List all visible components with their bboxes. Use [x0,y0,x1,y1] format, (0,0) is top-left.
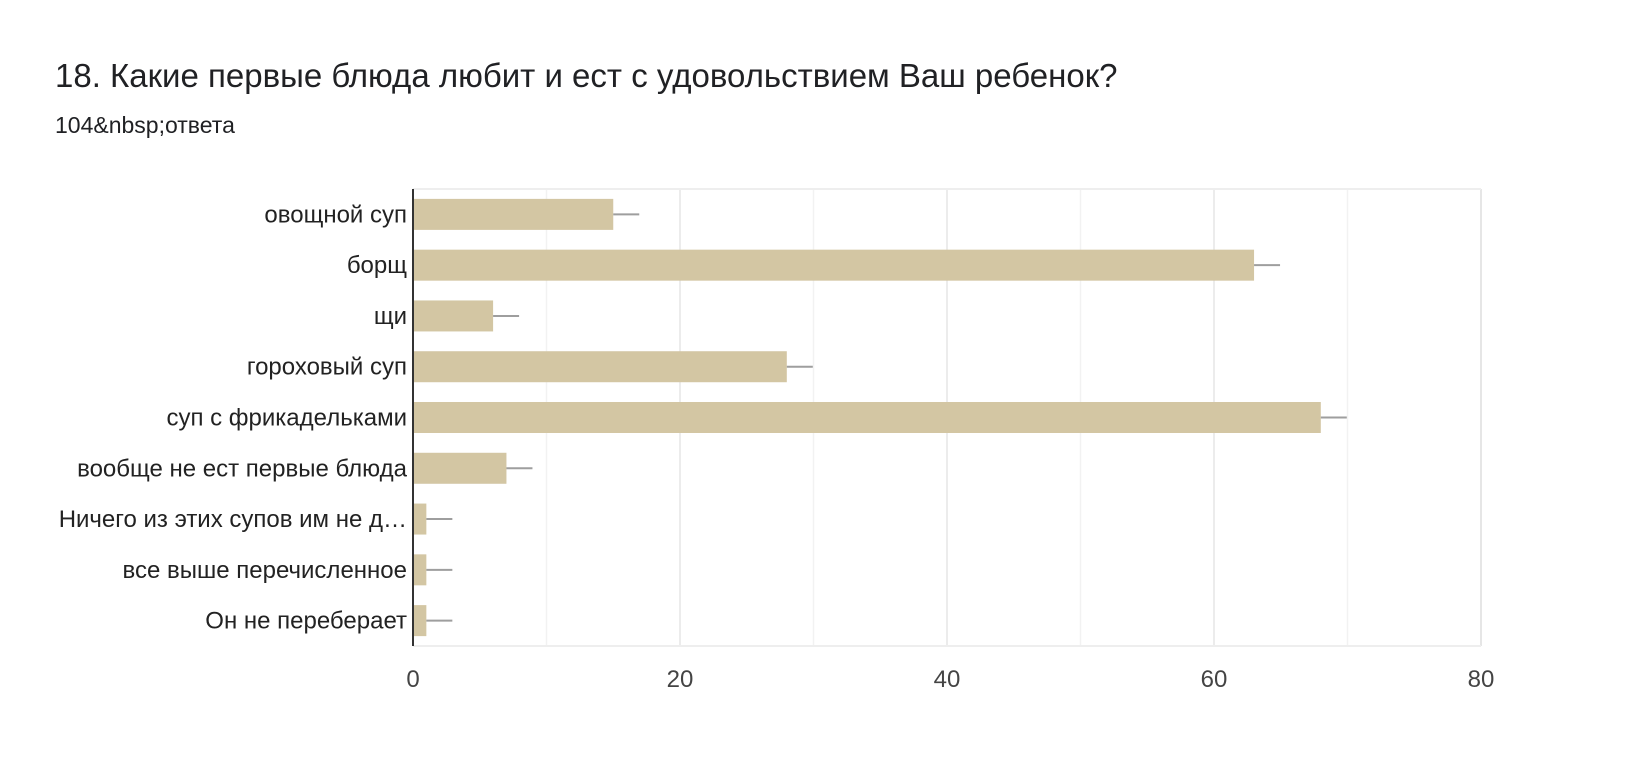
category-label: гороховый суп [247,354,407,381]
category-label: борщ [347,252,407,279]
bar [413,300,494,332]
category-label: вообще не ест первые блюда [77,455,408,482]
x-tick-label: 20 [667,666,694,693]
question-title: 18. Какие первые блюда любит и ест с удо… [55,57,1118,94]
category-label: щи [374,303,407,330]
bar [413,402,1321,433]
bar [413,605,427,637]
x-tick-label: 40 [934,666,961,693]
labels-layer: овощной суп борщ щи гороховый суп суп с фрик… [59,189,1495,693]
bar [413,554,427,586]
x-tick-label: 0 [406,666,419,693]
x-tick-label: 80 [1468,666,1495,693]
bar [413,452,507,484]
x-tick-label: 60 [1201,666,1228,693]
bar [413,503,427,535]
bars-layer [413,198,1347,637]
category-label: все выше перечисленное [123,557,407,584]
bar [413,198,614,230]
bar [413,351,787,383]
response-count: 104&nbsp;ответа [55,112,235,138]
category-label: овощной суп [264,201,407,228]
category-label: Он не переберает [205,608,407,635]
bar [413,249,1255,281]
category-label: суп с фрикадельками [166,405,407,432]
category-label: Ничего из этих супов им не д… [59,506,407,533]
